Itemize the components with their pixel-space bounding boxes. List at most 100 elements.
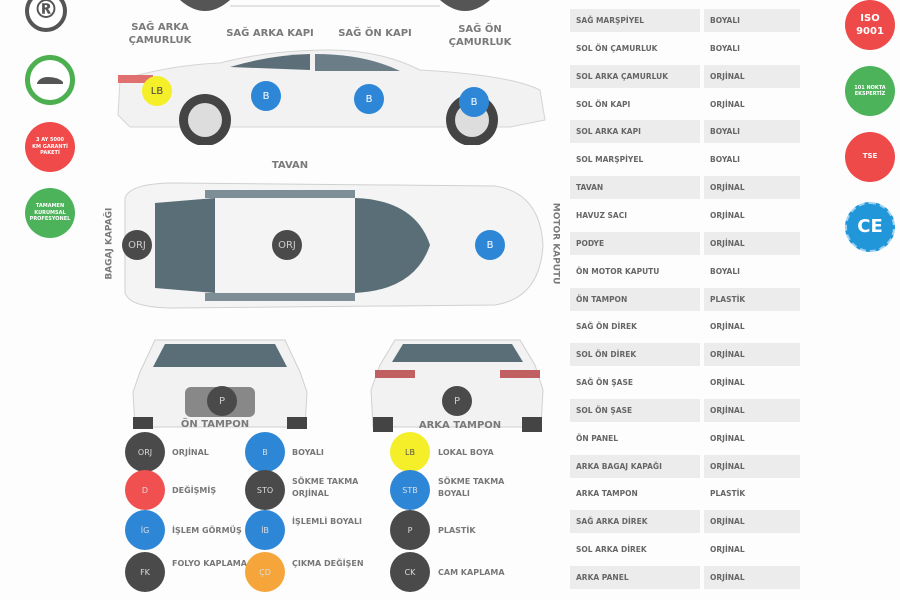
table-row: SOL ARKA KAPI BOYALI	[570, 120, 800, 144]
legend-label-4: SÖKME TAKMA ORJİNAL	[292, 477, 359, 498]
table-row: SOL ÖN ÇAMURLUK BOYALI	[570, 37, 800, 60]
car-top-view	[124, 182, 544, 309]
registered-trademark-icon: ®	[25, 0, 67, 32]
table-row: SOL ÖN DİREK ORJİNAL	[570, 343, 800, 367]
table-row: PODYE ORJİNAL	[570, 231, 800, 255]
part-name: SAĞ ARKA DİREK	[570, 510, 700, 534]
part-name: SOL ÖN KAPI	[576, 99, 631, 109]
part-name: SOL ARKA DİREK	[576, 545, 647, 555]
table-row: SOL ARKA ÇAMURLUK ORJİNAL	[570, 64, 800, 88]
table-row: ÖN TAMPON PLASTİK	[570, 287, 800, 311]
table-row: ARKA TAMPON PLASTİK	[570, 482, 800, 505]
legend-label-9: FOLYO KAPLAMA	[172, 559, 247, 568]
label-right-rear-door: SAĞ ARKA KAPI	[226, 28, 314, 39]
part-name: ARKA BAGAJ KAPAĞI	[570, 454, 700, 478]
badge-warranty: 3 AY 5000 KM GARANTİ PAKETİ	[25, 122, 75, 172]
part-status: ORJİNAL	[710, 378, 745, 388]
part-status: PLASTİK	[710, 489, 746, 499]
legend-swatch-4: STO	[245, 470, 285, 510]
part-status: ORJİNAL	[704, 343, 800, 367]
part-status: ORJİNAL	[710, 99, 745, 109]
table-row: SOL MARŞPİYEL BOYALI	[570, 148, 800, 171]
car-icon	[37, 77, 63, 84]
legend-swatch-2: LB	[390, 432, 430, 472]
legend-swatch-5: STB	[390, 470, 430, 510]
table-row: SOL ÖN ŞASE ORJİNAL	[570, 398, 800, 422]
part-name: SOL MARŞPİYEL	[576, 155, 644, 165]
marker-b-rear-door[interactable]: B	[251, 81, 281, 111]
legend-swatch-0: ORJ	[125, 432, 165, 472]
legend-label-3: DEĞİŞMİŞ	[172, 486, 217, 495]
car-rear-view	[370, 339, 544, 432]
label-right-front-fender: SAĞ ÖN ÇAMURLUK	[448, 24, 512, 48]
part-name: SOL ÖN DİREK	[570, 343, 700, 367]
part-name: SOL ÖN ÇAMURLUK	[576, 43, 658, 53]
part-name: ÖN MOTOR KAPUTU	[576, 266, 660, 276]
legend-swatch-1: B	[245, 432, 285, 472]
legend-label-6: İŞLEM GÖRMÜŞ	[172, 526, 242, 535]
legend-label-0: ORJİNAL	[172, 448, 209, 457]
part-status: BOYALI	[710, 155, 740, 165]
legend-swatch-3: D	[125, 470, 165, 510]
table-row: ÖN PANEL ORJİNAL	[570, 427, 800, 450]
part-status: BOYALI	[710, 43, 740, 53]
car-side-view	[117, 49, 546, 145]
part-name: SOL ÖN ŞASE	[570, 398, 700, 422]
legend-label-11: CAM KAPLAMA	[438, 568, 505, 577]
table-row: ARKA BAGAJ KAPAĞI ORJİNAL	[570, 454, 800, 478]
legend-label-8: PLASTİK	[438, 526, 476, 535]
legend-swatch-10: ÇD	[245, 552, 285, 592]
part-status: ORJİNAL	[710, 545, 745, 555]
marker-p-front-bumper[interactable]: P	[207, 386, 237, 416]
badge-tse: TSE	[845, 132, 895, 182]
marker-b-front-fender[interactable]: B	[459, 87, 489, 117]
part-status: ORJİNAL	[704, 566, 800, 589]
part-status: ORJİNAL	[710, 210, 745, 220]
part-name: ARKA TAMPON	[576, 489, 638, 499]
marker-orj-trunk[interactable]: ORJ	[122, 230, 152, 260]
legend-label-10: ÇIKMA DEĞİŞEN	[292, 559, 364, 568]
legend-swatch-6: İG	[125, 510, 165, 550]
part-name: SAĞ ÖN DİREK	[576, 322, 637, 332]
badge-car-green	[25, 55, 75, 105]
part-name: ÖN PANEL	[576, 433, 619, 443]
table-row: SOL ARKA DİREK ORJİNAL	[570, 538, 800, 561]
table-row: ARKA PANEL ORJİNAL	[570, 566, 800, 589]
part-name: HAVUZ SACI	[576, 210, 628, 220]
part-name: SAĞ MARŞPİYEL	[570, 9, 700, 32]
part-status: ORJİNAL	[704, 398, 800, 422]
legend-label-5: SÖKME TAKMA BOYALI	[438, 477, 505, 498]
part-name: ÖN TAMPON	[570, 287, 700, 311]
label-roof: TAVAN	[271, 160, 309, 171]
legend-label-1: BOYALI	[292, 448, 324, 457]
part-name: SAĞ ÖN ŞASE	[576, 378, 633, 388]
marker-lb-rear-fender[interactable]: LB	[142, 76, 172, 106]
legend-swatch-11: CK	[390, 552, 430, 592]
part-status: ORJİNAL	[710, 322, 745, 332]
part-name: SOL ARKA KAPI	[570, 120, 700, 144]
part-status: ORJİNAL	[704, 454, 800, 478]
badge-ce: CE	[845, 202, 895, 252]
table-row: SAĞ ÖN DİREK ORJİNAL	[570, 315, 800, 338]
legend-label-2: LOKAL BOYA	[438, 448, 494, 457]
part-status: ORJİNAL	[704, 176, 800, 200]
marker-orj-roof[interactable]: ORJ	[272, 230, 302, 260]
label-trunk-lid: BAGAJ KAPAĞI	[104, 207, 115, 280]
part-status: BOYALI	[704, 9, 800, 32]
marker-b-hood[interactable]: B	[475, 230, 505, 260]
legend-swatch-9: FK	[125, 552, 165, 592]
table-row: HAVUZ SACI ORJİNAL	[570, 204, 800, 227]
table-row: SOL ÖN KAPI ORJİNAL	[570, 93, 800, 116]
table-row: SAĞ MARŞPİYEL BOYALI	[570, 9, 800, 32]
part-status: ORJİNAL	[704, 231, 800, 255]
part-name: TAVAN	[570, 176, 700, 200]
table-row: ÖN MOTOR KAPUTU BOYALI	[570, 260, 800, 283]
part-status: BOYALI	[704, 120, 800, 144]
label-hood: MOTOR KAPUTU	[550, 202, 561, 285]
table-row: SAĞ ARKA DİREK ORJİNAL	[570, 510, 800, 534]
marker-b-front-door[interactable]: B	[354, 84, 384, 114]
badge-corporate: TAMAMEN KURUMSAL PROFESYONEL	[25, 188, 75, 238]
table-row: SAĞ ÖN ŞASE ORJİNAL	[570, 371, 800, 394]
label-right-front-door: SAĞ ÖN KAPI	[338, 28, 412, 39]
marker-p-rear-bumper[interactable]: P	[442, 386, 472, 416]
